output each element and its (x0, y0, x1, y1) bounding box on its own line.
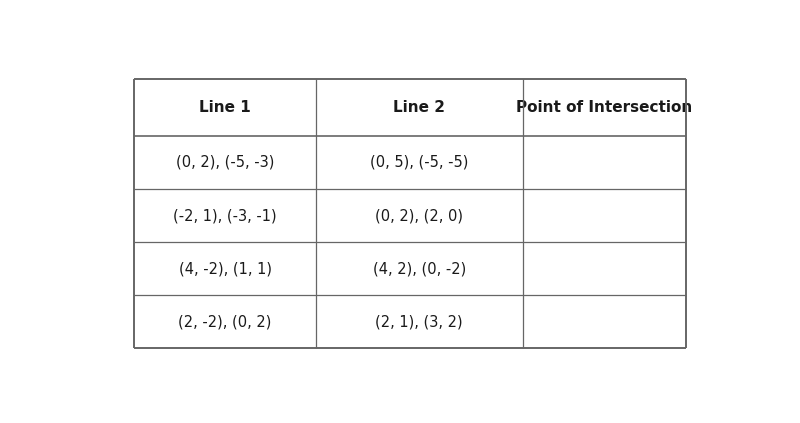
Bar (134, 295, 316, 348)
Text: (4, 2), (0, -2): (4, 2), (0, -2) (373, 261, 466, 276)
Bar (134, 136, 316, 189)
Bar (316, 79, 522, 136)
Text: Line 2: Line 2 (394, 100, 446, 115)
Bar (316, 295, 522, 348)
Bar (522, 189, 686, 242)
Text: (0, 2), (-5, -3): (0, 2), (-5, -3) (176, 155, 274, 170)
Bar (316, 189, 522, 242)
Bar (316, 242, 522, 295)
Bar (522, 242, 686, 295)
Bar (522, 136, 686, 189)
Text: Line 1: Line 1 (199, 100, 251, 115)
Bar (522, 295, 686, 348)
Bar (134, 79, 316, 136)
Text: (0, 2), (2, 0): (0, 2), (2, 0) (375, 208, 463, 223)
Bar (522, 79, 686, 136)
Bar (134, 189, 316, 242)
Text: Point of Intersection: Point of Intersection (516, 100, 692, 115)
Text: (0, 5), (-5, -5): (0, 5), (-5, -5) (370, 155, 469, 170)
Text: (-2, 1), (-3, -1): (-2, 1), (-3, -1) (174, 208, 277, 223)
Bar (316, 136, 522, 189)
Text: (4, -2), (1, 1): (4, -2), (1, 1) (178, 261, 271, 276)
Bar (134, 242, 316, 295)
Text: (2, 1), (3, 2): (2, 1), (3, 2) (375, 314, 463, 329)
Text: (2, -2), (0, 2): (2, -2), (0, 2) (178, 314, 272, 329)
